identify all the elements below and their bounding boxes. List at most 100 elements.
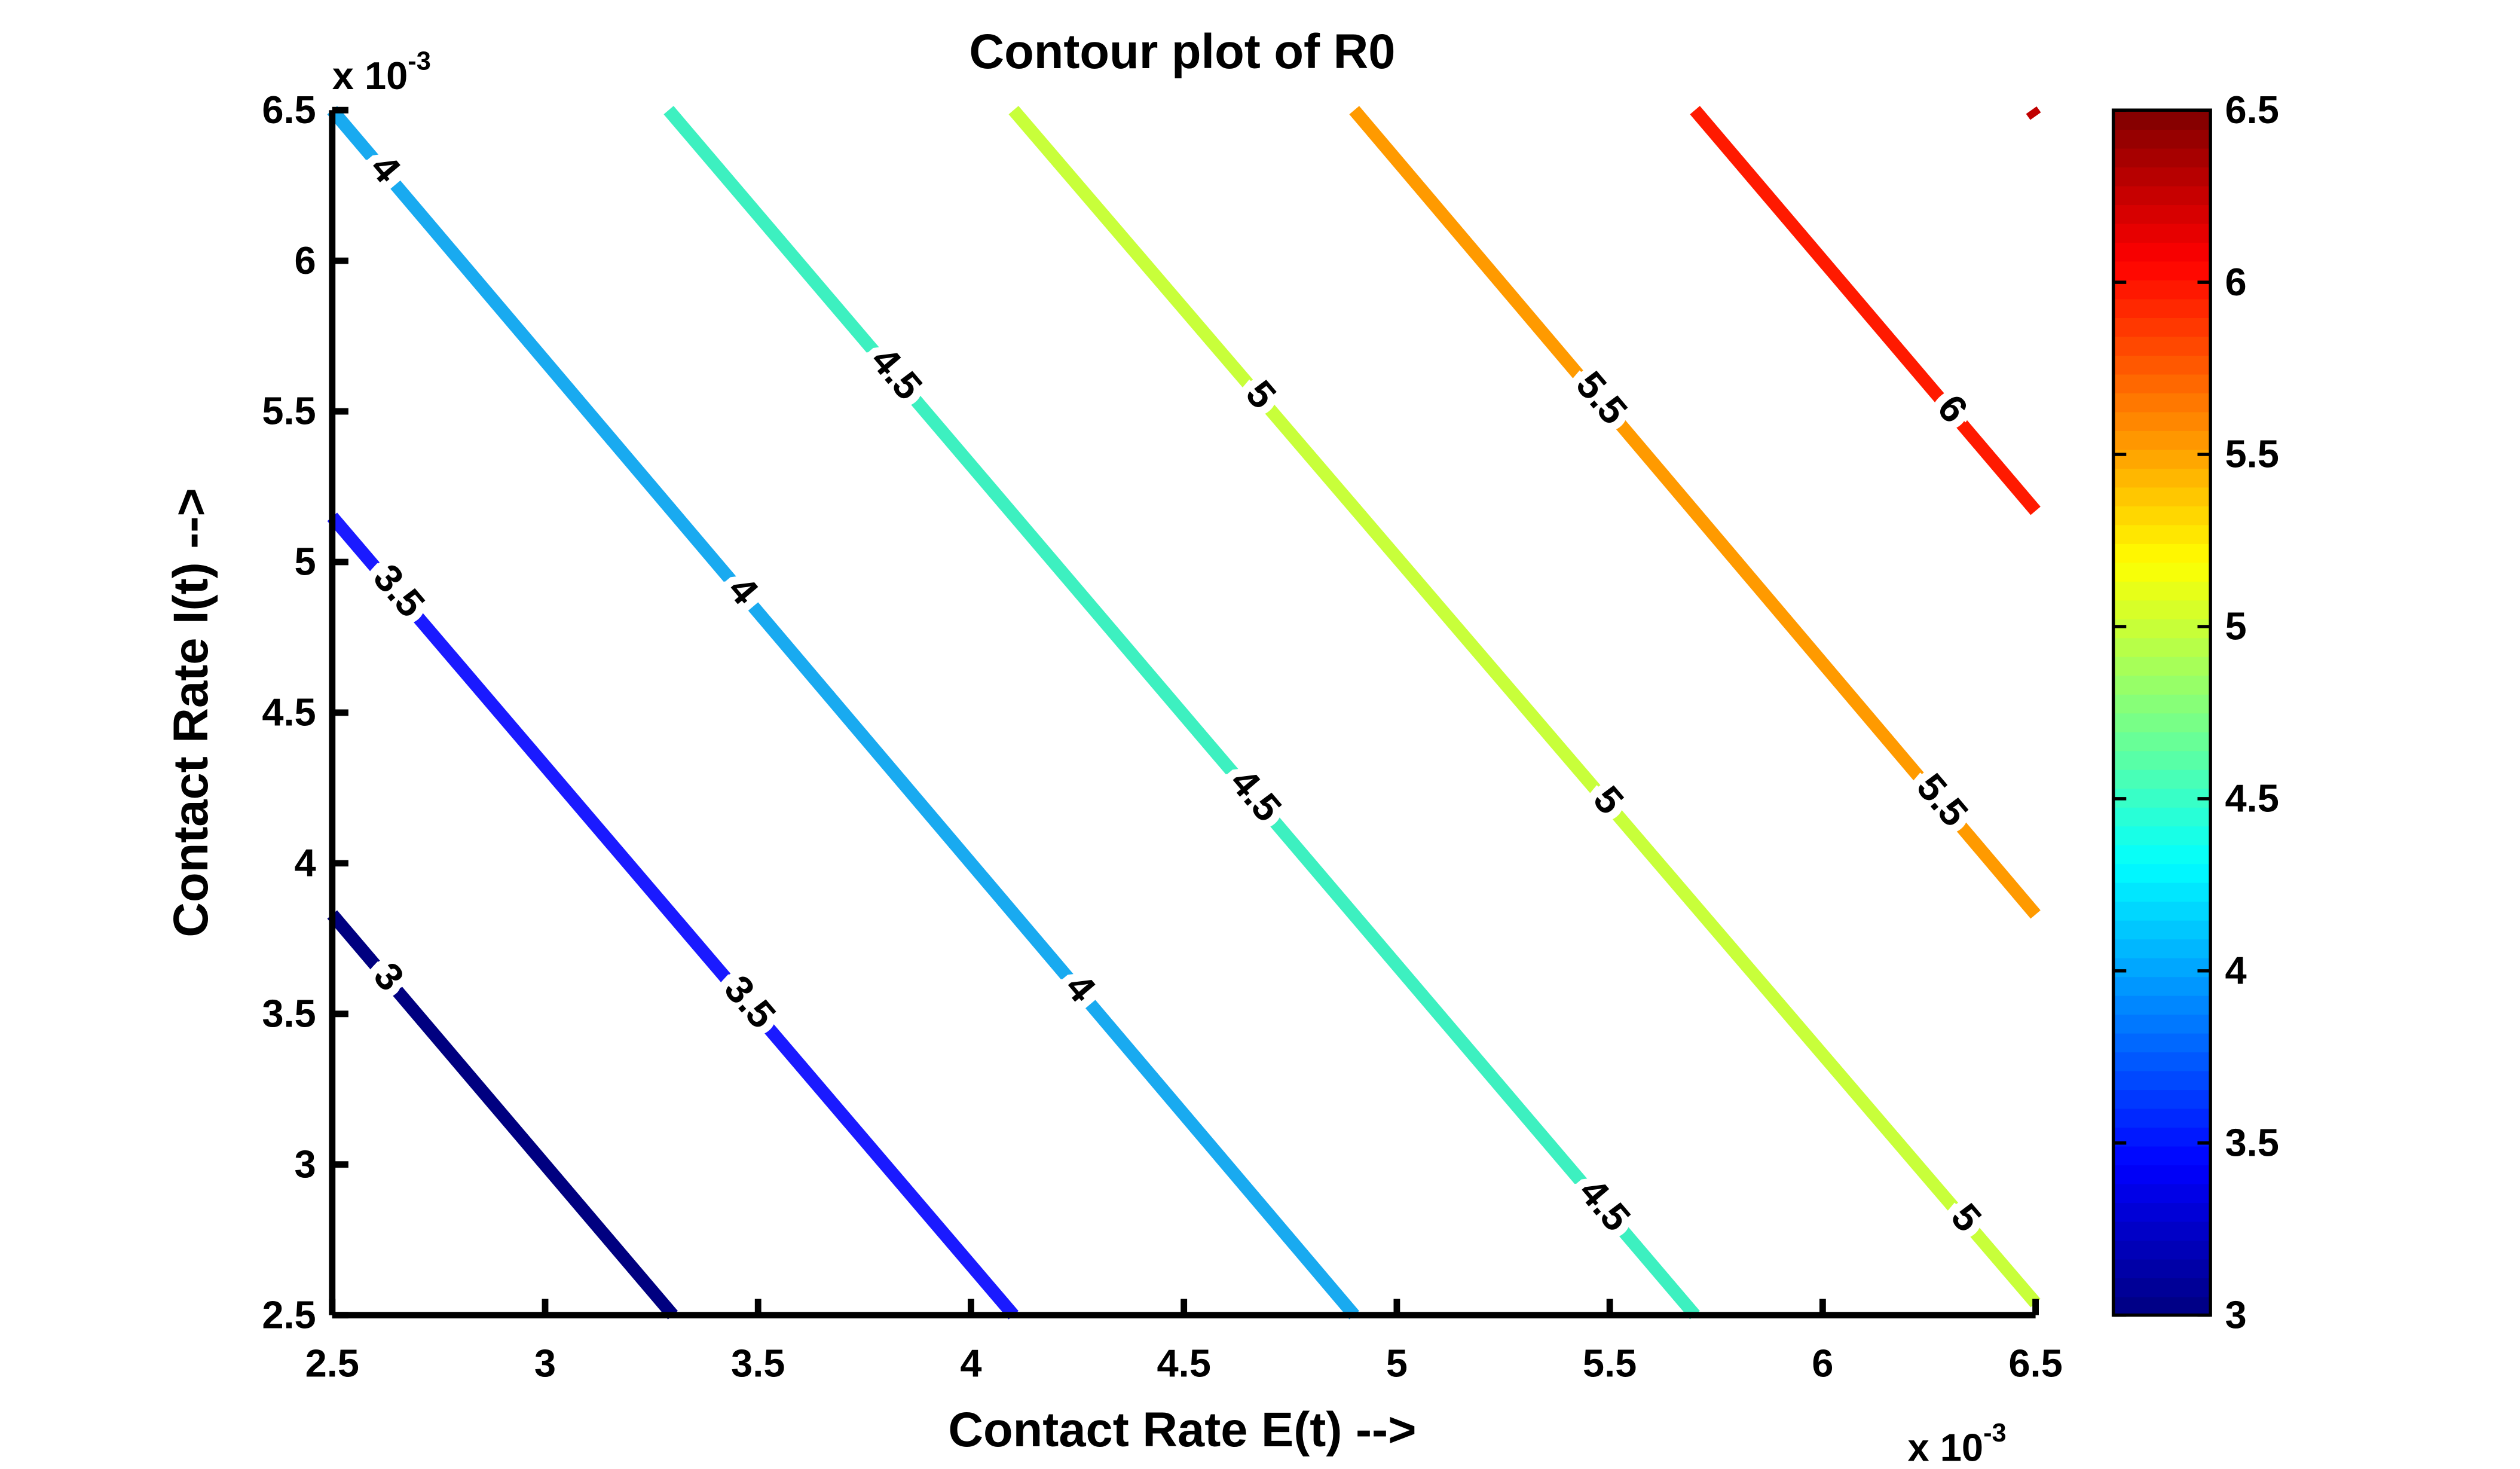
y-tick-label: 2.5 <box>262 1293 316 1336</box>
colorbar-segment <box>2113 1108 2211 1128</box>
colorbar-segment <box>2113 298 2211 318</box>
colorbar-segment <box>2113 618 2211 639</box>
y-tick-label: 3.5 <box>262 991 316 1035</box>
colorbar-segment <box>2113 524 2211 544</box>
contour-line <box>2026 106 2041 120</box>
colorbar-segment <box>2113 581 2211 601</box>
colorbar-segment <box>2113 1126 2211 1147</box>
colorbar-segment <box>2113 787 2211 808</box>
colorbar-segment <box>2113 1033 2211 1053</box>
colorbar-segment <box>2113 920 2211 940</box>
y-tick-label: 6 <box>295 239 316 282</box>
chart-title: Contour plot of R0 <box>969 25 1395 79</box>
colorbar-segment <box>2113 1013 2211 1034</box>
colorbar-segment <box>2113 392 2211 413</box>
colorbar-segment <box>2113 487 2211 506</box>
colorbar-segment <box>2113 355 2211 375</box>
colorbar-segment <box>2113 449 2211 469</box>
colorbar-tick-label: 3 <box>2225 1293 2247 1336</box>
colorbar-segment <box>2113 242 2211 262</box>
colorbar-segment <box>2113 976 2211 996</box>
x-axis-label: Contact Rate E(t) --> <box>948 1403 1416 1457</box>
colorbar-segment <box>2113 694 2211 714</box>
y-tick-label: 6.5 <box>262 88 316 132</box>
colorbar-segment <box>2113 1259 2211 1279</box>
colorbar-segment <box>2113 1296 2211 1317</box>
colorbar-frame <box>2111 108 2212 1317</box>
colorbar-segment <box>2113 1202 2211 1222</box>
y-axis-label: Contact Rate I(t) --> <box>164 488 218 937</box>
x-tick-label: 3.5 <box>731 1342 785 1385</box>
colorbar-tick-label: 4.5 <box>2225 777 2279 820</box>
colorbar-segment <box>2113 1089 2211 1109</box>
colorbar-segment <box>2113 336 2211 356</box>
colorbar-segment <box>2113 261 2211 280</box>
colorbar-segment <box>2113 1239 2211 1260</box>
x-tick-label: 2.5 <box>305 1342 359 1385</box>
y-tick-label: 4 <box>295 841 316 885</box>
colorbar-segment <box>2113 656 2211 676</box>
colorbar-tick-label: 6 <box>2225 260 2247 304</box>
colorbar-segment <box>2113 110 2211 130</box>
colorbar-segment <box>2113 882 2211 902</box>
y-tick-label: 4.5 <box>262 691 316 734</box>
colorbar-segment <box>2113 599 2211 619</box>
colorbar-segment <box>2113 279 2211 300</box>
colorbar-segment <box>2113 505 2211 526</box>
colorbar-segment <box>2113 844 2211 865</box>
x-multiplier: x 10-3 <box>1908 1419 2007 1469</box>
colorbar-tick-label: 5 <box>2225 604 2247 648</box>
y-tick-label: 5.5 <box>262 389 316 433</box>
colorbar-segment <box>2113 1277 2211 1297</box>
x-tick-label: 6 <box>1812 1342 1833 1385</box>
colorbar-segment <box>2113 543 2211 563</box>
colorbar-segment <box>2113 411 2211 431</box>
y-multiplier-exponent: -3 <box>408 47 431 75</box>
x-tick-label: 5 <box>1386 1342 1408 1385</box>
contour-line <box>663 106 1700 1320</box>
colorbar-segment <box>2113 731 2211 752</box>
colorbar-segment <box>2113 223 2211 243</box>
colorbar-segment <box>2113 637 2211 657</box>
colorbar-segment <box>2113 1164 2211 1184</box>
colorbar-segment <box>2113 674 2211 695</box>
colorbar-segment <box>2113 317 2211 337</box>
colorbar-segment <box>2113 468 2211 488</box>
contour-line <box>1008 106 2041 1308</box>
colorbar-segment <box>2113 1146 2211 1166</box>
colorbar-segment <box>2113 1221 2211 1241</box>
colorbar-segment <box>2113 1070 2211 1091</box>
colorbar-segment <box>2113 957 2211 978</box>
colorbar-segment <box>2113 938 2211 958</box>
colorbar-segment <box>2113 374 2211 393</box>
y-tick-label: 5 <box>295 540 316 584</box>
colorbar-segment <box>2113 204 2211 224</box>
contour-line <box>1690 106 2041 515</box>
colorbar-tick-label: 6.5 <box>2225 88 2279 132</box>
colorbar-tick-label: 3.5 <box>2225 1120 2279 1164</box>
x-multiplier-base: x 10 <box>1908 1425 1984 1469</box>
colorbar-segment <box>2113 1051 2211 1071</box>
colorbar-segment <box>2113 166 2211 187</box>
colorbar-segment <box>2113 825 2211 845</box>
colorbar-tick-label: 5.5 <box>2225 432 2279 476</box>
contour-line <box>327 106 1359 1320</box>
colorbar-tick-label: 4 <box>2225 948 2247 992</box>
colorbar-segment <box>2113 995 2211 1015</box>
colorbar-segment <box>2113 750 2211 770</box>
colorbar-segment <box>2113 129 2211 149</box>
x-tick-label: 6.5 <box>2008 1342 2062 1385</box>
colorbar-segment <box>2113 148 2211 168</box>
colorbar-segment <box>2113 185 2211 206</box>
x-tick-label: 4.5 <box>1157 1342 1211 1385</box>
colorbar: 3 3.5 4 4.5 5 5.5 6 6.5 <box>2111 88 2279 1336</box>
contour-line <box>327 910 678 1320</box>
colorbar-segment <box>2113 863 2211 883</box>
contour-line <box>1349 106 2041 919</box>
colorbar-segment <box>2113 430 2211 450</box>
x-tick-label: 5.5 <box>1583 1342 1637 1385</box>
colorbar-segment <box>2113 1183 2211 1204</box>
colorbar-segment <box>2113 712 2211 732</box>
